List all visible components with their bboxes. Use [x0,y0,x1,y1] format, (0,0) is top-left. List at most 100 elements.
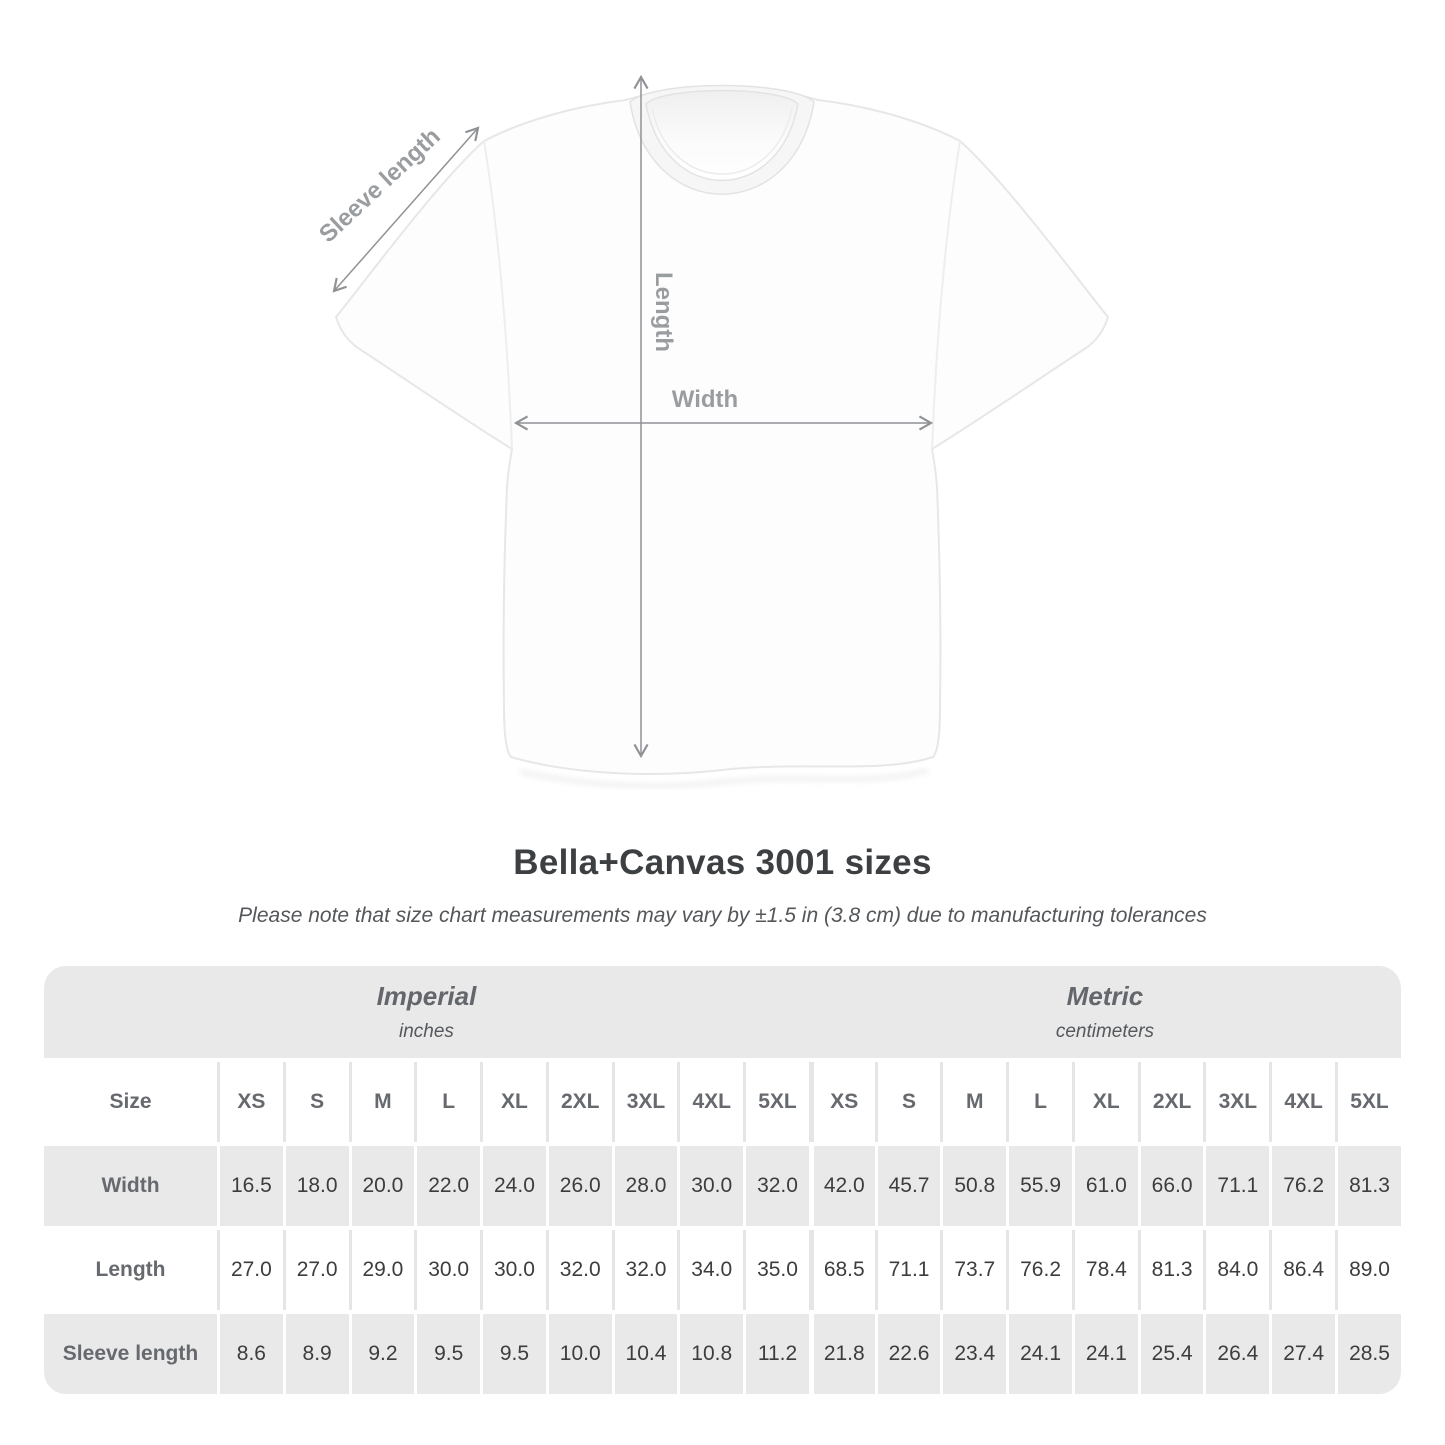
size-value: 26.0 [545,1146,612,1226]
size-value: 32.0 [545,1230,612,1310]
size-value: 27.0 [282,1230,349,1310]
size-value: 26.4 [1203,1314,1270,1394]
size-column-header: 3XL [611,1062,678,1142]
size-column-header: 4XL [1269,1062,1336,1142]
size-value: 8.9 [282,1314,349,1394]
size-value: 20.0 [348,1146,415,1226]
size-value: 81.3 [1137,1230,1204,1310]
size-value: 71.1 [1203,1146,1270,1226]
size-value: 9.5 [414,1314,481,1394]
size-value: 23.4 [940,1314,1007,1394]
size-column-header: XL [480,1062,546,1142]
size-column-header: 5XL [743,1062,809,1142]
size-column-header: 4XL [677,1062,744,1142]
left-sleeve-seam [483,140,513,450]
size-column-header: 3XL [1203,1062,1270,1142]
size-header-label: Size [44,1062,217,1142]
size-value: 9.5 [480,1314,546,1394]
measurement-row: Sleeve length 8.6 8.9 9.2 9.5 9.5 10.0 10.4 10.8… [44,1314,1401,1394]
size-column-header: 2XL [545,1062,612,1142]
size-value: 30.0 [480,1230,546,1310]
width-label: Width [672,386,738,413]
size-column-header: L [1006,1062,1072,1142]
collar-opening [646,90,798,181]
size-column-header: M [940,1062,1007,1142]
units-band-row: Imperial inches Metric centimeters [44,966,1401,1058]
measurement-row: Width 16.5 18.0 20.0 22.0 24.0 26.0 28.0 30.0 32.… [44,1146,1401,1226]
size-value: 45.7 [874,1146,941,1226]
units-header-metric: Metric centimeters [808,966,1401,1058]
measurement-label: Sleeve length [44,1314,217,1394]
size-value: 30.0 [414,1230,481,1310]
size-value: 32.0 [743,1146,809,1226]
size-value: 29.0 [348,1230,415,1310]
size-value: 81.3 [1335,1146,1401,1226]
size-value: 50.8 [940,1146,1007,1226]
size-value: 66.0 [1137,1146,1204,1226]
size-value: 35.0 [743,1230,809,1310]
size-value: 30.0 [677,1146,744,1226]
size-table-body: Imperial inches Metric centimeters Size XS S M L… [44,966,1401,1394]
size-value: 21.8 [808,1314,875,1394]
size-value: 8.6 [217,1314,283,1394]
size-value: 22.0 [414,1146,481,1226]
units-unit: centimeters [1055,1021,1155,1042]
size-value: 25.4 [1137,1314,1204,1394]
size-value: 16.5 [217,1146,283,1226]
size-value: 76.2 [1269,1146,1336,1226]
size-value: 61.0 [1071,1146,1138,1226]
size-value: 28.0 [611,1146,678,1226]
size-column-header: 5XL [1335,1062,1401,1142]
page-title: Bella+Canvas 3001 sizes [513,843,932,882]
size-value: 9.2 [348,1314,415,1394]
size-value: 32.0 [611,1230,678,1310]
size-value: 89.0 [1335,1230,1401,1310]
size-column-header: S [874,1062,941,1142]
size-value: 76.2 [1006,1230,1072,1310]
right-sleeve-seam [931,140,961,450]
size-value: 42.0 [808,1146,875,1226]
size-column-header: 2XL [1137,1062,1204,1142]
size-value: 73.7 [940,1230,1007,1310]
size-column-header: XL [1071,1062,1138,1142]
size-value: 10.0 [545,1314,612,1394]
size-column-header: XS [808,1062,875,1142]
size-value: 27.4 [1269,1314,1336,1394]
size-value: 55.9 [1006,1146,1072,1226]
collar-band [629,84,815,195]
size-header-row: Size XS S M L XL 2XL 3XL 4XL 5XL XS S M L XL 2XL 3XL 4XL 5… [44,1062,1401,1142]
size-value: 27.0 [217,1230,283,1310]
size-value: 68.5 [808,1230,875,1310]
tshirt-figure: Sleeve length Length Width [314,74,1109,789]
size-value: 11.2 [743,1314,809,1394]
size-value: 10.4 [611,1314,678,1394]
units-unit: inches [398,1021,454,1042]
measurement-label: Width [44,1146,217,1226]
hem-shadow [519,767,929,789]
size-value: 34.0 [677,1230,744,1310]
measurement-label: Length [44,1230,217,1310]
size-value: 24.1 [1071,1314,1138,1394]
size-value: 24.0 [480,1146,546,1226]
size-value: 84.0 [1203,1230,1270,1310]
size-value: 71.1 [874,1230,941,1310]
size-value: 86.4 [1269,1230,1336,1310]
collar-stitch [651,107,793,175]
size-value: 78.4 [1071,1230,1138,1310]
size-value: 10.8 [677,1314,744,1394]
units-header-imperial: Imperial inches [44,966,809,1058]
size-column-header: S [282,1062,349,1142]
size-value: 24.1 [1006,1314,1072,1394]
size-column-header: M [348,1062,415,1142]
sleeve-length-arrow [332,126,480,293]
size-column-header: L [414,1062,481,1142]
size-table: Imperial inches Metric centimeters Size XS S M L… [44,962,1401,1398]
size-value: 18.0 [282,1146,349,1226]
size-column-header: XS [217,1062,283,1142]
size-value: 22.6 [874,1314,941,1394]
units-name: Imperial [376,981,477,1011]
tolerance-note: Please note that size chart measurements… [238,904,1207,927]
size-value: 28.5 [1335,1314,1401,1394]
measurement-row: Length 27.0 27.0 29.0 30.0 30.0 32.0 32.0 34.0 35… [44,1230,1401,1310]
